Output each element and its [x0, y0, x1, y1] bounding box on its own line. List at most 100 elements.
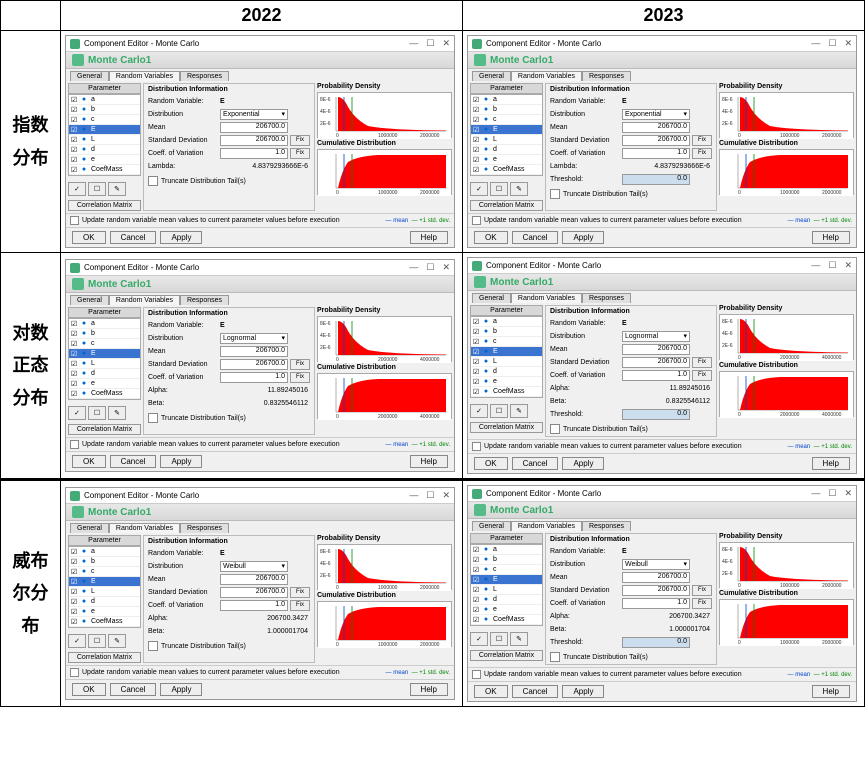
tab-general[interactable]: General — [472, 71, 511, 81]
fix-button[interactable]: Fix — [692, 585, 712, 596]
minimize-button[interactable]: — — [409, 38, 418, 49]
param-row[interactable]: ☑●CoefMass — [69, 389, 140, 399]
apply-button[interactable]: Apply — [562, 231, 604, 244]
param-row[interactable]: ☑●E — [471, 575, 542, 585]
param-row[interactable]: ☑●CoefWeld — [69, 627, 140, 628]
minimize-button[interactable]: — — [811, 260, 820, 271]
fix-button[interactable]: Fix — [290, 359, 310, 370]
tab-responses[interactable]: Responses — [582, 71, 631, 81]
parameter-list[interactable]: ☑●a ☑●b ☑●c ☑●E ☑●L ☑●d ☑●e ☑●CoefMass ☑… — [470, 316, 543, 398]
param-row[interactable]: ☑●E — [471, 125, 542, 135]
tab-random-variables[interactable]: Random Variables — [109, 523, 180, 533]
truncate-checkbox[interactable]: Truncate Distribution Tail(s) — [550, 424, 712, 434]
fix-button[interactable]: Fix — [692, 370, 712, 381]
param-row[interactable]: ☑●c — [471, 115, 542, 125]
uncheck-button[interactable]: ☐ — [88, 634, 106, 648]
param-row[interactable]: ☑●d — [69, 145, 140, 155]
uncheck-button[interactable]: ☐ — [490, 404, 508, 418]
tab-responses[interactable]: Responses — [180, 523, 229, 533]
maximize-button[interactable]: ☐ — [828, 38, 836, 49]
param-row[interactable]: ☑●e — [69, 607, 140, 617]
fix-button[interactable]: Fix — [692, 135, 712, 146]
correlation-matrix-button[interactable]: Correlation Matrix — [470, 650, 543, 661]
param-row[interactable]: ☑●d — [69, 597, 140, 607]
param-row[interactable]: ☑●CoefWeld — [69, 175, 140, 176]
tab-random-variables[interactable]: Random Variables — [511, 521, 582, 531]
truncate-checkbox[interactable]: Truncate Distribution Tail(s) — [148, 176, 310, 186]
param-row[interactable]: ☑●b — [69, 105, 140, 115]
uncheck-button[interactable]: ☐ — [88, 182, 106, 196]
apply-button[interactable]: Apply — [562, 685, 604, 698]
param-row[interactable]: ☑●c — [471, 565, 542, 575]
param-row[interactable]: ☑●d — [471, 145, 542, 155]
maximize-button[interactable]: ☐ — [426, 262, 434, 273]
param-row[interactable]: ☑●d — [471, 367, 542, 377]
param-row[interactable]: ☑●b — [471, 327, 542, 337]
fix-button[interactable]: Fix — [290, 600, 310, 611]
param-row[interactable]: ☑●CoefWeld — [471, 625, 542, 626]
param-row[interactable]: ☑●L — [471, 585, 542, 595]
edit-button[interactable]: ✎ — [108, 634, 126, 648]
minimize-button[interactable]: — — [811, 488, 820, 499]
fix-button[interactable]: Fix — [290, 372, 310, 383]
help-button[interactable]: Help — [410, 455, 448, 468]
param-row[interactable]: ☑●c — [69, 339, 140, 349]
fix-button[interactable]: Fix — [290, 148, 310, 159]
tab-general[interactable]: General — [70, 71, 109, 81]
ok-button[interactable]: OK — [474, 457, 508, 470]
param-row[interactable]: ☑●a — [69, 319, 140, 329]
distribution-dropdown[interactable]: Weibull▾ — [622, 559, 690, 570]
maximize-button[interactable]: ☐ — [426, 490, 434, 501]
cancel-button[interactable]: Cancel — [110, 455, 157, 468]
param-row[interactable]: ☑●a — [471, 317, 542, 327]
param-row[interactable]: ☑●E — [69, 577, 140, 587]
cancel-button[interactable]: Cancel — [512, 685, 559, 698]
apply-button[interactable]: Apply — [562, 457, 604, 470]
param-row[interactable]: ☑●b — [471, 555, 542, 565]
fix-button[interactable]: Fix — [290, 135, 310, 146]
uncheck-button[interactable]: ☐ — [88, 406, 106, 420]
correlation-matrix-button[interactable]: Correlation Matrix — [470, 200, 543, 211]
ok-button[interactable]: OK — [474, 231, 508, 244]
cancel-button[interactable]: Cancel — [110, 683, 157, 696]
tab-general[interactable]: General — [70, 523, 109, 533]
close-button[interactable]: ✕ — [844, 488, 852, 499]
param-row[interactable]: ☑●E — [69, 125, 140, 135]
param-row[interactable]: ☑●c — [471, 337, 542, 347]
param-row[interactable]: ☑●a — [69, 95, 140, 105]
help-button[interactable]: Help — [812, 231, 850, 244]
close-button[interactable]: ✕ — [442, 262, 450, 273]
correlation-matrix-button[interactable]: Correlation Matrix — [470, 422, 543, 433]
param-row[interactable]: ☑●e — [471, 155, 542, 165]
param-row[interactable]: ☑●L — [69, 587, 140, 597]
parameter-list[interactable]: ☑●a ☑●b ☑●c ☑●E ☑●L ☑●d ☑●e ☑●CoefMass ☑… — [470, 544, 543, 626]
tab-random-variables[interactable]: Random Variables — [109, 71, 180, 81]
param-row[interactable]: ☑●b — [69, 329, 140, 339]
param-row[interactable]: ☑●c — [69, 115, 140, 125]
tab-general[interactable]: General — [472, 521, 511, 531]
ok-button[interactable]: OK — [72, 231, 106, 244]
param-row[interactable]: ☑●a — [69, 547, 140, 557]
update-checkbox[interactable] — [472, 670, 481, 679]
help-button[interactable]: Help — [812, 457, 850, 470]
help-button[interactable]: Help — [410, 231, 448, 244]
tab-responses[interactable]: Responses — [180, 295, 229, 305]
help-button[interactable]: Help — [410, 683, 448, 696]
param-row[interactable]: ☑●d — [471, 595, 542, 605]
edit-button[interactable]: ✎ — [510, 632, 528, 646]
maximize-button[interactable]: ☐ — [426, 38, 434, 49]
distribution-dropdown[interactable]: Weibull▾ — [220, 561, 288, 572]
maximize-button[interactable]: ☐ — [828, 260, 836, 271]
check-button[interactable]: ✓ — [68, 182, 86, 196]
tab-random-variables[interactable]: Random Variables — [511, 71, 582, 81]
help-button[interactable]: Help — [812, 685, 850, 698]
ok-button[interactable]: OK — [72, 455, 106, 468]
tab-random-variables[interactable]: Random Variables — [511, 293, 582, 303]
param-row[interactable]: ☑●a — [471, 545, 542, 555]
correlation-matrix-button[interactable]: Correlation Matrix — [68, 652, 141, 663]
edit-button[interactable]: ✎ — [510, 182, 528, 196]
param-row[interactable]: ☑●L — [69, 135, 140, 145]
param-row[interactable]: ☑●CoefWeld — [471, 397, 542, 398]
check-button[interactable]: ✓ — [470, 632, 488, 646]
edit-button[interactable]: ✎ — [510, 404, 528, 418]
